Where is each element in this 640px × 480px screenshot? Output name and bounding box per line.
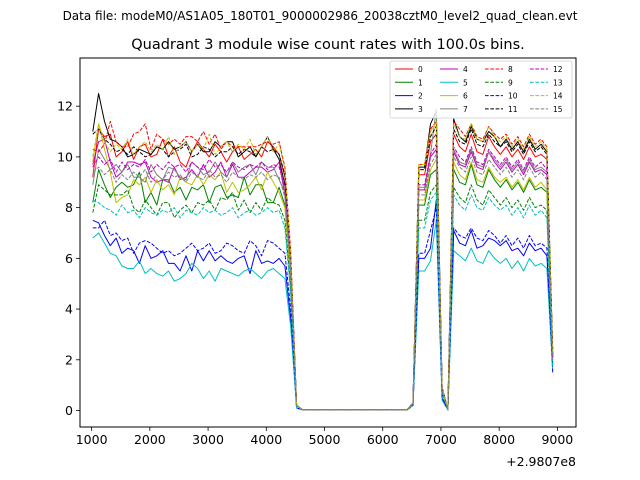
y-tick-label: 4 (65, 302, 73, 317)
suptitle: Data file: modeM0/AS1A05_180T01_90000029… (63, 9, 578, 23)
legend-label-14: 14 (553, 92, 563, 101)
chart-title: Quadrant 3 module wise count rates with … (131, 37, 525, 53)
legend-label-12: 12 (553, 65, 563, 74)
x-tick-label: 3000 (192, 432, 224, 447)
series-line-9 (92, 184, 554, 411)
x-offset-label: +2.9807e8 (506, 454, 576, 469)
plot-frame (79, 57, 577, 428)
legend-label-5: 5 (463, 78, 468, 87)
legend-label-11: 11 (508, 105, 518, 114)
y-axis: 0 2 4 6 8 10 12 (57, 99, 80, 418)
series-line-10 (92, 207, 554, 411)
series-line-15 (92, 153, 554, 411)
x-tick-label: 1000 (76, 432, 108, 447)
legend-label-13: 13 (553, 78, 563, 87)
y-tick-label: 10 (57, 149, 73, 164)
legend-label-2: 2 (418, 92, 423, 101)
legend-label-10: 10 (508, 92, 518, 101)
y-tick-label: 2 (65, 352, 73, 367)
legend-label-4: 4 (463, 65, 468, 74)
x-tick-label: 7000 (425, 432, 457, 447)
x-tick-label: 5000 (309, 432, 341, 447)
x-tick-label: 8000 (483, 432, 515, 447)
legend-label-6: 6 (463, 92, 468, 101)
legend-label-1: 1 (418, 78, 423, 87)
x-tick-label: 2000 (134, 432, 166, 447)
x-axis: 1000 2000 3000 4000 5000 6000 7000 8000 9000 (76, 427, 573, 447)
y-tick-label: 6 (65, 251, 73, 266)
legend-label-3: 3 (418, 105, 423, 114)
y-tick-label: 12 (57, 99, 73, 114)
series-layer (92, 93, 554, 411)
legend-frame (389, 60, 573, 119)
series-line-14 (92, 120, 554, 411)
legend-label-15: 15 (553, 105, 563, 114)
x-tick-label: 9000 (541, 432, 573, 447)
legend-label-9: 9 (508, 78, 513, 87)
y-tick-label: 8 (65, 200, 73, 215)
legend-label-7: 7 (463, 105, 468, 114)
legend-label-8: 8 (508, 65, 513, 74)
x-tick-label: 6000 (367, 432, 399, 447)
x-tick-label: 4000 (250, 432, 282, 447)
legend-label-0: 0 (418, 65, 423, 74)
y-tick-label: 0 (65, 403, 73, 418)
